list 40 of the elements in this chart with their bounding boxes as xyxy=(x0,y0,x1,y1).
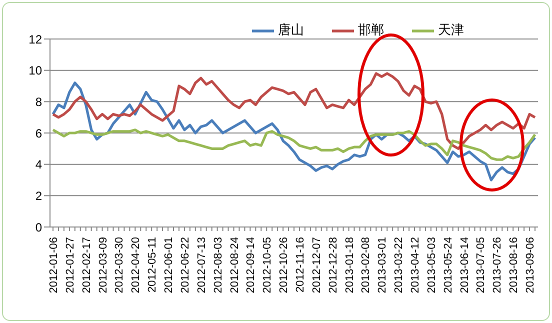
x-tick-label: 2012-10-26 xyxy=(278,237,290,294)
x-tick-label: 2013-05-24 xyxy=(442,237,454,294)
x-tick-label: 2013-08-16 xyxy=(508,237,520,294)
legend-label: 邯郸 xyxy=(358,22,384,38)
y-tick-label: 4 xyxy=(35,158,42,172)
x-tick-label: 2012-01-06 xyxy=(48,237,60,294)
x-tick-label: 2012-10-05 xyxy=(262,237,274,294)
x-tick-label: 2012-09-14 xyxy=(245,237,258,294)
x-tick-label: 2013-01-18 xyxy=(344,237,356,294)
x-tick-label: 2012-01-27 xyxy=(64,237,76,294)
x-tick-label: 2012-05-11 xyxy=(146,237,159,292)
x-tick-label: 2012-07-13 xyxy=(196,237,208,294)
x-tick-label: 2012-12-07 xyxy=(310,237,323,294)
y-tick-label: 12 xyxy=(28,32,42,46)
y-tick-label: 2 xyxy=(35,188,42,203)
x-tick-label: 2012-08-03 xyxy=(212,237,224,294)
x-tick-label: 2013-02-08 xyxy=(360,237,372,294)
x-tick-label: 2013-07-26 xyxy=(492,237,504,294)
y-tick-label: 8 xyxy=(35,94,42,109)
x-tick-label: 2012-06-22 xyxy=(179,237,192,294)
x-tick-label: 2013-07-05 xyxy=(475,237,488,294)
x-tick-label: 2012-06-01 xyxy=(163,237,176,294)
y-tick-label: 6 xyxy=(35,126,42,140)
legend-label: 唐山 xyxy=(278,22,304,38)
x-tick-label: 2012-04-20 xyxy=(130,237,142,294)
x-tick-label: 2012-03-09 xyxy=(97,237,110,294)
x-tick-label: 2012-12-28 xyxy=(327,237,340,294)
x-tick-label: 2013-09-06 xyxy=(524,237,537,294)
x-tick-label: 2013-05-03 xyxy=(426,237,438,294)
y-tick-label: 10 xyxy=(28,64,42,78)
x-tick-label: 2012-03-30 xyxy=(114,237,126,294)
x-tick-label: 2012-02-17 xyxy=(80,237,93,294)
x-tick-label: 2013-04-12 xyxy=(410,237,422,294)
x-tick-label: 2013-03-01 xyxy=(376,237,389,294)
x-tick-label: 2013-06-14 xyxy=(458,237,471,294)
x-tick-label: 2013-03-22 xyxy=(393,237,406,294)
legend-label: 天津 xyxy=(438,22,464,38)
x-tick-label: 2012-11-16 xyxy=(294,237,306,292)
x-tick-label: 2012-08-24 xyxy=(228,237,241,294)
y-tick-label: 0 xyxy=(35,220,42,234)
